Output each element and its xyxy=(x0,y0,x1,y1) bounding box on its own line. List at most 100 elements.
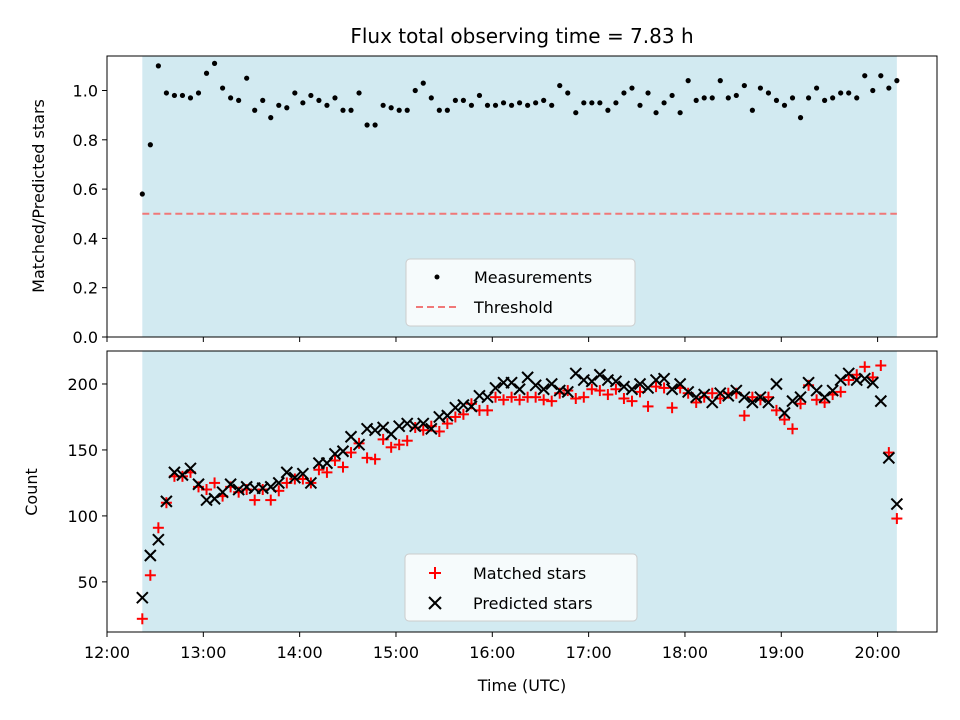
measurement-point xyxy=(894,78,900,84)
predicted-star-point xyxy=(778,406,791,420)
matched-star-point xyxy=(738,410,750,422)
predicted-star-point xyxy=(376,421,390,434)
predicted-star-point xyxy=(770,377,783,391)
predicted-star-point xyxy=(866,376,879,389)
matched-star-point xyxy=(506,391,518,403)
measurement-point xyxy=(420,80,426,86)
count-y-tick-label: 150 xyxy=(67,441,98,460)
ratio-y-tick-label: 0.8 xyxy=(73,131,98,150)
predicted-star-point xyxy=(882,451,896,465)
predicted-star-point xyxy=(160,495,173,508)
count-y-tick-label: 100 xyxy=(67,507,98,526)
measurement-point xyxy=(557,82,563,89)
predicted-star-point xyxy=(794,390,807,404)
measurement-point xyxy=(733,92,739,99)
predicted-star-point xyxy=(352,438,366,451)
matched-star-point xyxy=(457,408,469,420)
matched-star-point xyxy=(770,404,782,416)
count-y-tick-label: 200 xyxy=(67,375,98,394)
predicted-star-point xyxy=(561,385,574,399)
ratio-y-tick-label: 0.2 xyxy=(73,279,98,298)
measurement-point xyxy=(661,100,667,106)
matched-star-point xyxy=(144,569,156,581)
predicted-star-point xyxy=(401,417,414,430)
measurement-point xyxy=(822,97,828,103)
measurement-point xyxy=(870,87,876,94)
measurement-point xyxy=(300,100,306,106)
predicted-star-point xyxy=(810,384,823,397)
predicted-star-point xyxy=(890,497,904,511)
predicted-star-point xyxy=(593,368,607,381)
measurement-point xyxy=(854,95,860,101)
measurements-legend-marker xyxy=(434,274,440,280)
matched-star-point xyxy=(811,394,823,406)
measurement-point xyxy=(203,70,210,76)
measurement-point xyxy=(452,97,458,103)
measurement-point xyxy=(436,107,442,113)
predicted-star-point xyxy=(368,423,382,437)
measurement-point xyxy=(541,97,547,103)
measurement-point xyxy=(179,92,186,99)
matched-star-point xyxy=(249,494,261,506)
measurement-point xyxy=(669,92,675,99)
predicted-star-point xyxy=(192,478,205,491)
measurement-point xyxy=(404,107,410,113)
measurement-point xyxy=(581,100,587,106)
predicted-star-point xyxy=(152,533,165,546)
matched-star-point xyxy=(313,464,325,476)
predicted-star-point xyxy=(585,375,599,388)
ratio-y-tick-label: 0.6 xyxy=(73,180,98,199)
measurement-point xyxy=(886,85,892,91)
measurement-point xyxy=(236,97,242,103)
measurement-point xyxy=(717,78,723,84)
ratio-y-tick-label: 0.4 xyxy=(73,229,98,248)
predicted-star-point xyxy=(392,419,406,433)
matched-star-point xyxy=(433,425,445,437)
measurement-point xyxy=(621,90,627,96)
threshold-legend-label: Threshold xyxy=(473,298,553,317)
measurement-point xyxy=(396,107,402,113)
measurement-point xyxy=(476,92,483,99)
predicted-star-point xyxy=(625,383,639,396)
measurement-point xyxy=(484,102,491,108)
predicted-star-point xyxy=(681,385,695,399)
predicted-star-point xyxy=(569,367,582,380)
measurement-point xyxy=(629,85,635,91)
matched-star-point xyxy=(626,395,638,407)
predicted-star-point xyxy=(449,401,462,414)
predicted-star-point xyxy=(874,394,888,408)
measurement-point xyxy=(613,100,619,106)
predicted-legend-marker xyxy=(428,596,442,610)
measurement-point xyxy=(741,82,747,89)
predicted-star-point xyxy=(409,419,422,433)
measurement-point xyxy=(533,100,539,106)
measurement-point xyxy=(187,95,194,101)
predicted-star-point xyxy=(834,373,847,387)
measurement-point xyxy=(316,97,322,103)
measurement-point xyxy=(765,90,772,96)
predicted-star-point xyxy=(184,462,197,475)
measurement-point xyxy=(412,87,418,94)
predicted-star-point xyxy=(545,377,558,391)
measurement-point xyxy=(805,95,812,101)
measurement-point xyxy=(139,191,145,197)
measurement-point xyxy=(292,90,298,96)
count-x-tick-label: 15:00 xyxy=(373,643,419,662)
matched-star-point xyxy=(787,423,799,435)
measurement-point xyxy=(364,122,370,128)
measurement-point xyxy=(500,100,507,106)
x-axis-label: Time (UTC) xyxy=(477,676,566,695)
measurement-point xyxy=(701,95,707,101)
matched-star-point xyxy=(875,360,887,372)
measurement-point xyxy=(492,102,499,108)
measurement-point xyxy=(468,102,475,108)
predicted-star-point xyxy=(208,492,221,505)
predicted-star-point xyxy=(264,480,277,494)
chart-title: Flux total observing time = 7.83 h xyxy=(350,24,693,48)
predicted-star-point xyxy=(136,591,149,604)
predicted-star-point xyxy=(232,483,245,496)
measurement-point xyxy=(685,78,691,84)
predicted-star-point xyxy=(826,384,839,397)
predicted-star-point xyxy=(714,387,727,400)
measurement-point xyxy=(276,102,282,108)
